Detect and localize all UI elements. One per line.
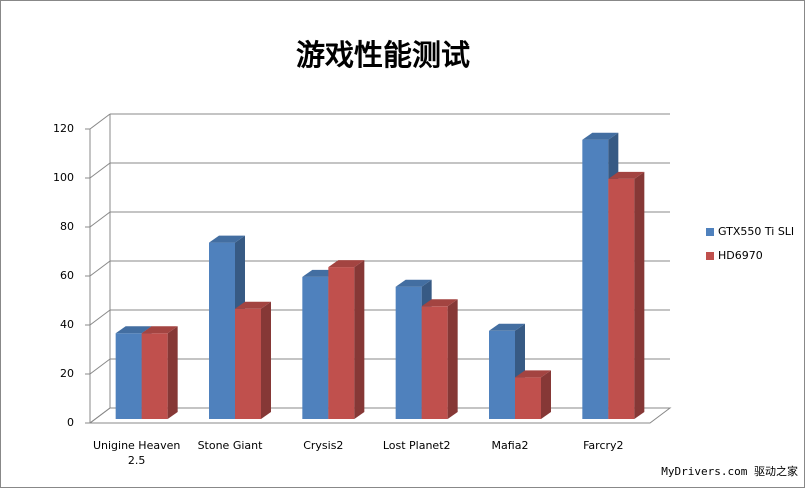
bar — [141, 326, 178, 419]
bar-top — [582, 132, 619, 140]
y-tick-label: 100 — [53, 171, 74, 184]
grid-line-side — [89, 162, 111, 179]
bar-front — [421, 306, 448, 419]
grid-line-side — [89, 113, 111, 130]
x-tick-label: Crysis2 — [303, 439, 344, 452]
bar-top — [489, 323, 525, 331]
y-tick-label: 60 — [60, 269, 74, 282]
x-tick-label: Unigine Heaven 2.5 — [92, 439, 181, 467]
grid-line-side — [89, 358, 111, 375]
y-tick-label: 20 — [60, 367, 74, 380]
bar — [235, 301, 271, 419]
grid-line-side — [89, 211, 111, 228]
grid-line-side — [89, 260, 111, 277]
legend-label: HD6970 — [718, 249, 763, 262]
bar-side — [634, 171, 645, 419]
bar-top — [608, 171, 645, 179]
bar-front — [141, 333, 168, 419]
bar-side — [447, 299, 458, 419]
y-tick-label: 40 — [60, 318, 74, 331]
legend-swatch — [706, 252, 714, 260]
bar-top — [421, 299, 458, 307]
bar-top — [235, 301, 271, 309]
bar-side — [167, 326, 178, 419]
watermark: MyDrivers.com 驱动之家 — [661, 464, 798, 478]
bar-front — [302, 276, 329, 419]
y-tick-label: 120 — [53, 122, 74, 135]
bar-side — [354, 260, 365, 419]
bar-front — [328, 267, 355, 419]
bar-top — [328, 260, 365, 268]
bar — [515, 370, 551, 419]
x-tick-label: Mafia2 — [491, 439, 529, 452]
x-tick-label: Stone Giant — [197, 439, 263, 452]
bar-front — [209, 242, 235, 419]
grid-line-side — [89, 309, 111, 326]
chart-title: 游戏性能测试 — [296, 38, 470, 72]
bar-side — [261, 301, 271, 419]
bar-front — [582, 139, 609, 419]
legend-label: GTX550 Ti SLI — [718, 225, 794, 238]
bar — [608, 171, 645, 419]
bar-top — [209, 235, 245, 243]
grid-line-side — [89, 407, 111, 424]
bar — [328, 260, 365, 419]
bar-top — [515, 370, 551, 378]
bar-front — [235, 308, 261, 419]
bar-top — [115, 326, 152, 334]
bar-front — [608, 178, 635, 419]
bar — [421, 299, 458, 419]
y-tick-label: 80 — [60, 220, 74, 233]
bar-side — [541, 370, 551, 419]
bar-front — [489, 330, 515, 419]
legend-swatch — [706, 228, 714, 236]
x-tick-label: Farcry2 — [583, 439, 624, 452]
y-tick-label: 0 — [67, 416, 74, 429]
bar-front — [515, 377, 541, 419]
bar-top — [395, 279, 432, 287]
bar-front — [395, 286, 422, 419]
x-tick-label: Lost Planet2 — [382, 439, 451, 452]
bar-top — [141, 326, 178, 334]
bar-front — [115, 333, 142, 419]
